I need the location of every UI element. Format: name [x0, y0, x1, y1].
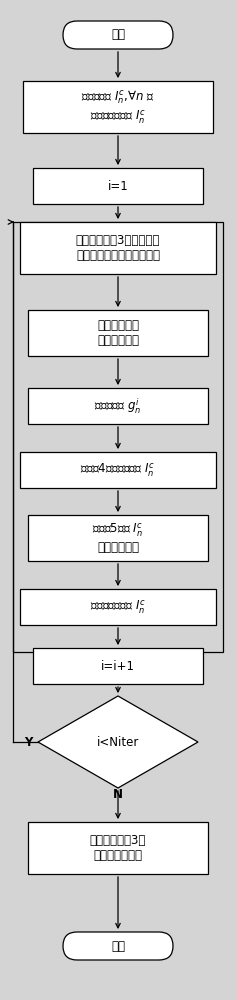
FancyBboxPatch shape [23, 81, 213, 133]
FancyBboxPatch shape [28, 822, 208, 874]
FancyBboxPatch shape [28, 310, 208, 356]
Text: 根据（5）将 $I_n^c$
投影到可行域: 根据（5）将 $I_n^c$ 投影到可行域 [92, 522, 144, 554]
FancyBboxPatch shape [63, 932, 173, 960]
Polygon shape [38, 696, 198, 788]
FancyBboxPatch shape [33, 168, 203, 204]
Text: 根据（4）对进行更新 $I_n^c$: 根据（4）对进行更新 $I_n^c$ [80, 461, 155, 479]
Text: i=i+1: i=i+1 [101, 660, 135, 672]
FancyBboxPatch shape [20, 452, 216, 488]
FancyBboxPatch shape [20, 589, 216, 625]
Text: 开始: 开始 [111, 28, 125, 41]
FancyBboxPatch shape [28, 515, 208, 561]
Text: 邻近蜂窝交换
拉格朗日乘子: 邻近蜂窝交换 拉格朗日乘子 [97, 319, 139, 347]
Text: 计算次梯度 $g_n^i$: 计算次梯度 $g_n^i$ [94, 396, 142, 416]
Text: Y: Y [24, 736, 32, 748]
Text: 与邻近蜂窝交换 $I_n^c$: 与邻近蜂窝交换 $I_n^c$ [90, 598, 146, 616]
Text: 随机初始化 $I_n^c$,$\forall n$ 并
与邻近蜂窝交换 $I_n^c$: 随机初始化 $I_n^c$,$\forall n$ 并 与邻近蜂窝交换 $I_n… [81, 88, 155, 126]
Text: 解优化问题（3），计算待
优化的变量及拉格朗日乘子: 解优化问题（3），计算待 优化的变量及拉格朗日乘子 [76, 234, 160, 262]
Text: 对优化问题（3）
的解做四舍五入: 对优化问题（3） 的解做四舍五入 [90, 834, 146, 862]
FancyBboxPatch shape [33, 648, 203, 684]
FancyBboxPatch shape [63, 21, 173, 49]
Text: N: N [113, 788, 123, 802]
FancyBboxPatch shape [20, 222, 216, 274]
Text: 结束: 结束 [111, 940, 125, 952]
Text: i<Niter: i<Niter [97, 736, 139, 748]
FancyBboxPatch shape [28, 388, 208, 424]
Text: i=1: i=1 [108, 180, 128, 192]
